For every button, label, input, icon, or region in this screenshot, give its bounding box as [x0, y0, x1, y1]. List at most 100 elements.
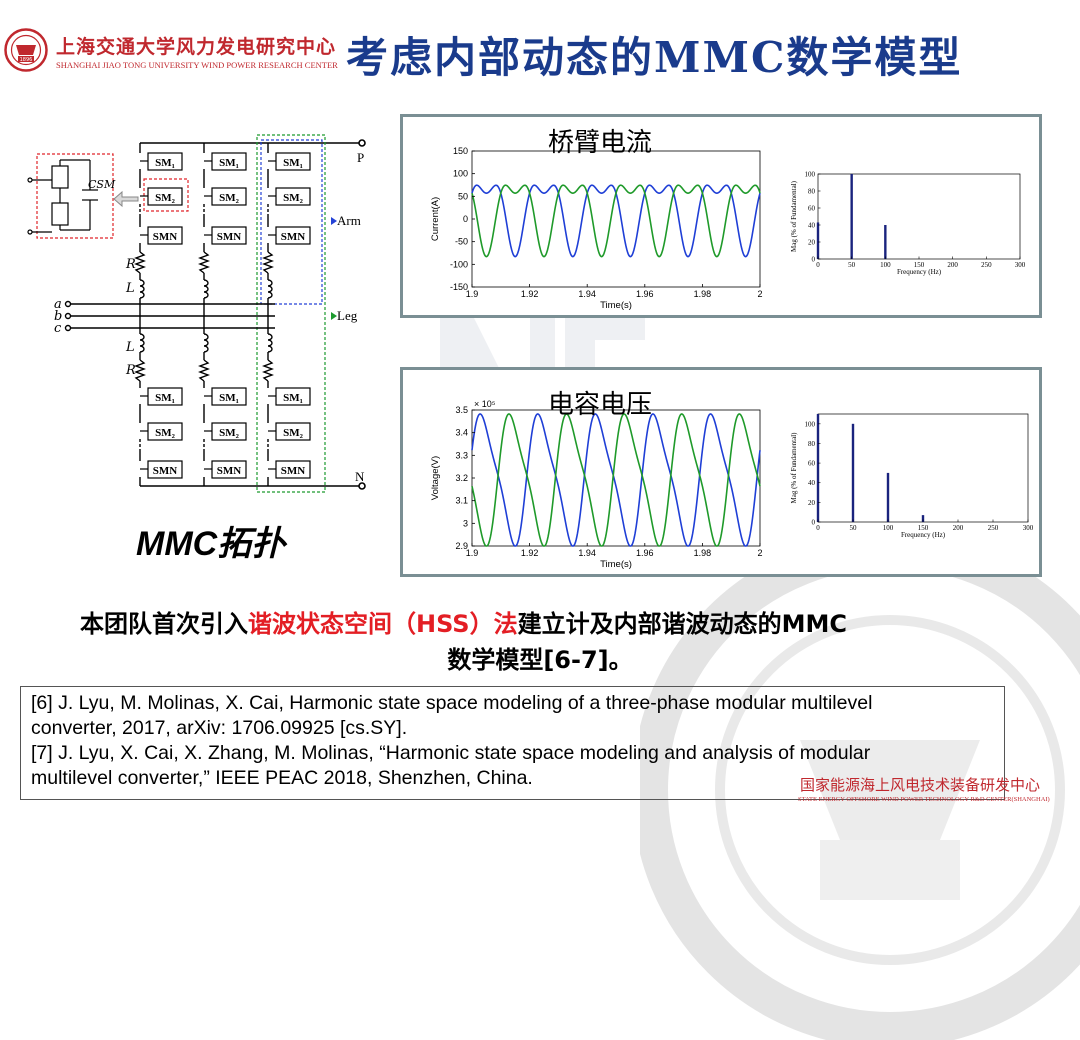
- spectrum-x-axis-label: Frequency (Hz): [901, 531, 946, 539]
- x-axis-label: Time(s): [600, 559, 632, 570]
- spectrum-y-tick-label: 80: [808, 440, 816, 448]
- spectrum-bar: [816, 414, 820, 522]
- node-p-label: P: [357, 150, 364, 165]
- submodule-label: SMN: [281, 465, 306, 477]
- spectrum-x-tick-label: 50: [848, 261, 856, 269]
- submodule-label: SM₂: [283, 192, 304, 204]
- capacitor-voltage-title: 电容电压: [548, 390, 653, 420]
- y-tick-label: -100: [450, 259, 468, 269]
- axis-multiplier-label: × 10⁵: [474, 399, 496, 409]
- y-tick-label: 3.4: [455, 428, 468, 438]
- x-tick-label: 2: [757, 548, 762, 558]
- arm-current-waveform-chart: 1.9 1.92 1.94 1.96 1.98 2 150 100 50 0 -50 -100 -150…: [430, 146, 763, 310]
- spectrum-x-tick-label: 250: [981, 261, 992, 269]
- spectrum-y-tick-label: 80: [808, 188, 816, 196]
- x-tick-label: 1.96: [636, 548, 654, 558]
- y-tick-label: 150: [453, 146, 468, 156]
- submodule-box: SM₁: [204, 152, 247, 171]
- x-tick-label: 1.96: [636, 289, 654, 299]
- submodule-box: SMN: [204, 460, 247, 479]
- spectrum-y-tick-label: 40: [808, 222, 816, 230]
- submodule-box: SM₁: [140, 152, 183, 171]
- spectrum-bar: [921, 515, 925, 522]
- capacitor-voltage-waveform-chart: 1.9 1.92 1.94 1.96 1.98 2 3.5 3.4 3.3 3.2 3.1 3 2.9 T…: [430, 399, 763, 570]
- spectrum-plot-area: [817, 413, 1029, 523]
- footer-org-name: 国家能源海上风电技术装备研发中心: [800, 776, 1041, 794]
- header-org-name: 上海交通大学风力发电研究中心: [56, 36, 337, 58]
- spectrum-y-axis-label: Mag (% of Fundamental): [790, 432, 798, 504]
- x-axis-label: Time(s): [600, 300, 632, 310]
- y-tick-label: 50: [458, 191, 468, 201]
- submodule-box: SMN: [268, 460, 311, 479]
- mmc-topology-diagram: CSM a b c R L L R P N Arm Leg SM₁ SM₂ SMN S…: [27, 134, 366, 493]
- spectrum-x-tick-label: 150: [914, 261, 925, 269]
- x-tick-label: 1.98: [694, 289, 712, 299]
- spectrum-x-tick-label: 100: [883, 524, 894, 532]
- y-axis-label: Current(A): [430, 197, 441, 241]
- x-tick-label: 1.9: [466, 548, 479, 558]
- spectrum-x-tick-label: 150: [918, 524, 929, 532]
- footer-org-name-en: STATE ENERGY OFFSHORE WIND POWER TECHNOL…: [798, 796, 1050, 803]
- spectrum-y-tick-label: 60: [808, 460, 816, 468]
- waveform-series-1: [471, 413, 761, 547]
- submodule-box: SM₁: [140, 387, 183, 406]
- spectrum-y-tick-label: 40: [808, 479, 816, 487]
- spectrum-bar: [851, 423, 855, 522]
- spectrum-x-tick-label: 250: [988, 524, 999, 532]
- spectrum-x-tick-label: 50: [850, 524, 858, 532]
- spectrum-bar: [886, 472, 890, 522]
- submodule-label: SM₁: [219, 157, 239, 169]
- waveform-series-2: [471, 184, 761, 258]
- leg-label: Leg: [337, 308, 358, 323]
- submodule-box: SM₂: [204, 422, 247, 441]
- y-tick-label: 3.5: [455, 405, 468, 415]
- spectrum-bar: [850, 174, 853, 259]
- y-tick-label: 3.3: [455, 450, 468, 460]
- y-tick-label: 3.2: [455, 473, 468, 483]
- summary-part1: 本团队首次引入: [80, 610, 248, 638]
- submodule-box: SM₂: [268, 422, 311, 441]
- submodule-label: SM₁: [155, 392, 175, 404]
- spectrum-x-tick-label: 300: [1015, 261, 1026, 269]
- x-tick-label: 1.9: [466, 289, 479, 299]
- l-label-upper: L: [125, 281, 135, 296]
- x-tick-label: 1.98: [694, 548, 712, 558]
- submodule-label: SM₁: [155, 157, 175, 169]
- y-tick-label: 0: [463, 214, 468, 224]
- header-org-name-en: SHANGHAI JIAO TONG UNIVERSITY WIND POWER…: [56, 60, 338, 70]
- spectrum-bar: [816, 222, 820, 259]
- capacitor-voltage-spectrum-chart: 0 50 100 150 200 250 300100806040200Frequency …: [790, 413, 1034, 539]
- spectrum-plot-area: [817, 173, 1021, 260]
- node-n-label: N: [355, 469, 365, 484]
- spectrum-x-tick-label: 0: [816, 524, 820, 532]
- submodule-box: SM₁: [204, 387, 247, 406]
- university-seal-icon: 1896: [4, 28, 48, 72]
- y-tick-label: 2.9: [455, 541, 468, 551]
- submodule-label: SMN: [281, 231, 306, 243]
- x-tick-label: 1.94: [578, 548, 596, 558]
- summary-part2: 建立计及内部谐波动态的MMC: [517, 610, 847, 638]
- arm-current-title: 桥臂电流: [548, 128, 653, 158]
- submodule-label: SM₁: [283, 157, 303, 169]
- submodule-box: SMN: [204, 226, 247, 245]
- plot-area: [471, 150, 761, 288]
- submodule-box: SM₁: [268, 152, 311, 171]
- r-label-upper: R: [125, 257, 136, 272]
- submodule-label: SM₁: [219, 392, 239, 404]
- x-tick-label: 1.94: [578, 289, 596, 299]
- phase-a-label: a: [54, 297, 62, 312]
- slide-title: 考虑内部动态的MMC数学模型: [346, 33, 963, 82]
- submodule-label: SMN: [153, 465, 178, 477]
- r-label-lower: R: [125, 363, 136, 378]
- submodule-box: SM₂: [140, 422, 183, 441]
- reference-line: multilevel converter,” IEEE PEAC 2018, S…: [31, 767, 533, 789]
- summary-statement: 本团队首次引入谐波状态空间（HSS）法建立计及内部谐波动态的MMC: [80, 604, 847, 639]
- spectrum-y-tick-label: 20: [808, 239, 816, 247]
- references-box: [6] J. Lyu, M. Molinas, X. Cai, Harmonic…: [20, 686, 1005, 800]
- l-label-lower: L: [125, 340, 135, 355]
- submodule-label: SMN: [153, 231, 178, 243]
- submodule-label: SM₂: [155, 427, 176, 439]
- spectrum-bar: [884, 225, 887, 259]
- spectrum-x-tick-label: 0: [816, 261, 820, 269]
- mmc-topology-caption: MMC拓扑: [136, 525, 286, 563]
